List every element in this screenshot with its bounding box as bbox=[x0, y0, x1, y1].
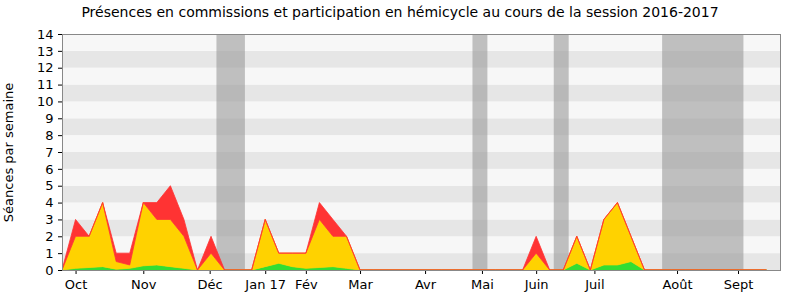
svg-text:Oct: Oct bbox=[65, 277, 87, 292]
svg-text:13: 13 bbox=[37, 44, 54, 59]
svg-text:Juin: Juin bbox=[524, 277, 549, 292]
svg-text:Mar: Mar bbox=[348, 277, 373, 292]
svg-text:Avr: Avr bbox=[415, 277, 437, 292]
svg-text:6: 6 bbox=[45, 162, 53, 177]
svg-text:Jan 17: Jan 17 bbox=[244, 277, 286, 292]
svg-text:Nov: Nov bbox=[131, 277, 157, 292]
svg-text:4: 4 bbox=[45, 195, 53, 210]
svg-text:10: 10 bbox=[37, 94, 54, 109]
svg-text:3: 3 bbox=[45, 212, 53, 227]
svg-text:5: 5 bbox=[45, 178, 53, 193]
svg-text:12: 12 bbox=[37, 60, 54, 75]
svg-text:Juil: Juil bbox=[584, 277, 604, 292]
svg-text:2: 2 bbox=[45, 229, 53, 244]
svg-text:Fév: Fév bbox=[295, 277, 318, 292]
svg-text:9: 9 bbox=[45, 111, 53, 126]
svg-text:8: 8 bbox=[45, 128, 53, 143]
svg-text:14: 14 bbox=[37, 27, 54, 42]
svg-text:Août: Août bbox=[663, 277, 693, 292]
svg-text:Séances par semaine: Séances par semaine bbox=[1, 83, 16, 222]
svg-text:0: 0 bbox=[45, 263, 53, 278]
html-text:Présences en commissions et pa: Présences en commissions et participatio… bbox=[81, 4, 719, 20]
svg-text:Sept: Sept bbox=[724, 277, 754, 292]
svg-text:Mai: Mai bbox=[471, 277, 494, 292]
svg-text:11: 11 bbox=[37, 77, 54, 92]
svg-text:1: 1 bbox=[45, 246, 53, 261]
svg-text:7: 7 bbox=[45, 145, 53, 160]
svg-text:Déc: Déc bbox=[198, 277, 223, 292]
